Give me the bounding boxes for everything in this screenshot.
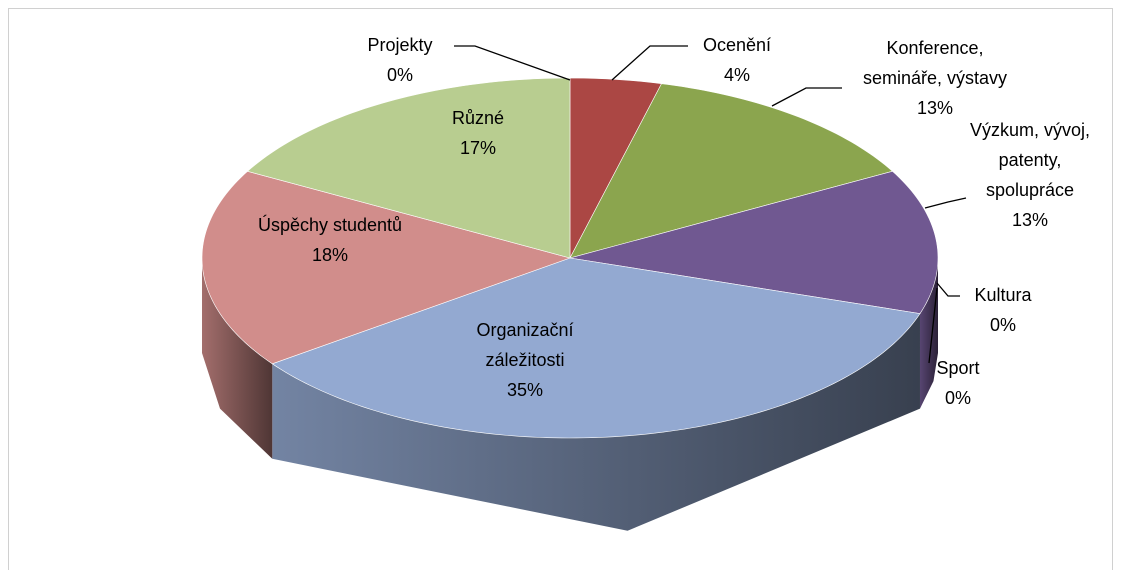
value-label: 18%	[311, 245, 349, 265]
slice-label: Sport 0%	[936, 353, 979, 413]
value-label: 13%	[1011, 210, 1049, 230]
slice-label: Výzkum, vývoj, patenty, spolupráce 13%	[963, 115, 1098, 235]
leader-line	[454, 45, 571, 81]
leader-line	[611, 45, 688, 81]
category-label: Ocenění	[702, 35, 772, 55]
category-label: Konference, semináře, výstavy	[862, 38, 1008, 88]
slice	[569, 170, 939, 314]
value-label: 0%	[944, 388, 971, 408]
leader-line	[771, 87, 842, 107]
slice	[271, 257, 921, 439]
category-label: Organizační záležitosti	[476, 320, 574, 370]
leader-line	[936, 282, 960, 297]
category-label: Kultura	[974, 285, 1032, 305]
slice	[246, 77, 571, 259]
category-label: Výzkum, vývoj, patenty, spolupráce	[969, 120, 1091, 200]
slice-label: Kultura 0%	[974, 280, 1031, 340]
slice-side	[919, 258, 938, 409]
leader-line	[924, 197, 967, 209]
category-label: Úspěchy studentů	[257, 215, 403, 235]
value-label: 35%	[506, 380, 544, 400]
slice-label: Projekty 0%	[367, 30, 432, 90]
slice-label: Různé 17%	[452, 103, 504, 163]
value-label: 0%	[989, 315, 1017, 335]
category-label: Projekty	[367, 35, 433, 55]
category-label: Sport	[936, 358, 980, 378]
chart-border	[8, 8, 1113, 570]
value-label: 0%	[386, 65, 413, 85]
value-label: 4%	[723, 65, 751, 85]
value-label: 17%	[459, 138, 497, 158]
slice-label: Konference, semináře, výstavy 13%	[853, 33, 1018, 123]
slice-label: Ocenění 4%	[703, 30, 771, 90]
slice	[569, 77, 662, 259]
slice	[201, 170, 572, 365]
slice-side	[272, 313, 920, 531]
slice	[569, 83, 894, 259]
slice-side	[202, 258, 273, 459]
value-label: 13%	[916, 98, 954, 118]
slice-label: Úspěchy studentů 18%	[258, 210, 402, 270]
slice-label: Organizační záležitosti 35%	[468, 315, 583, 405]
leader-line	[928, 287, 938, 364]
category-label: Různé	[451, 108, 505, 128]
